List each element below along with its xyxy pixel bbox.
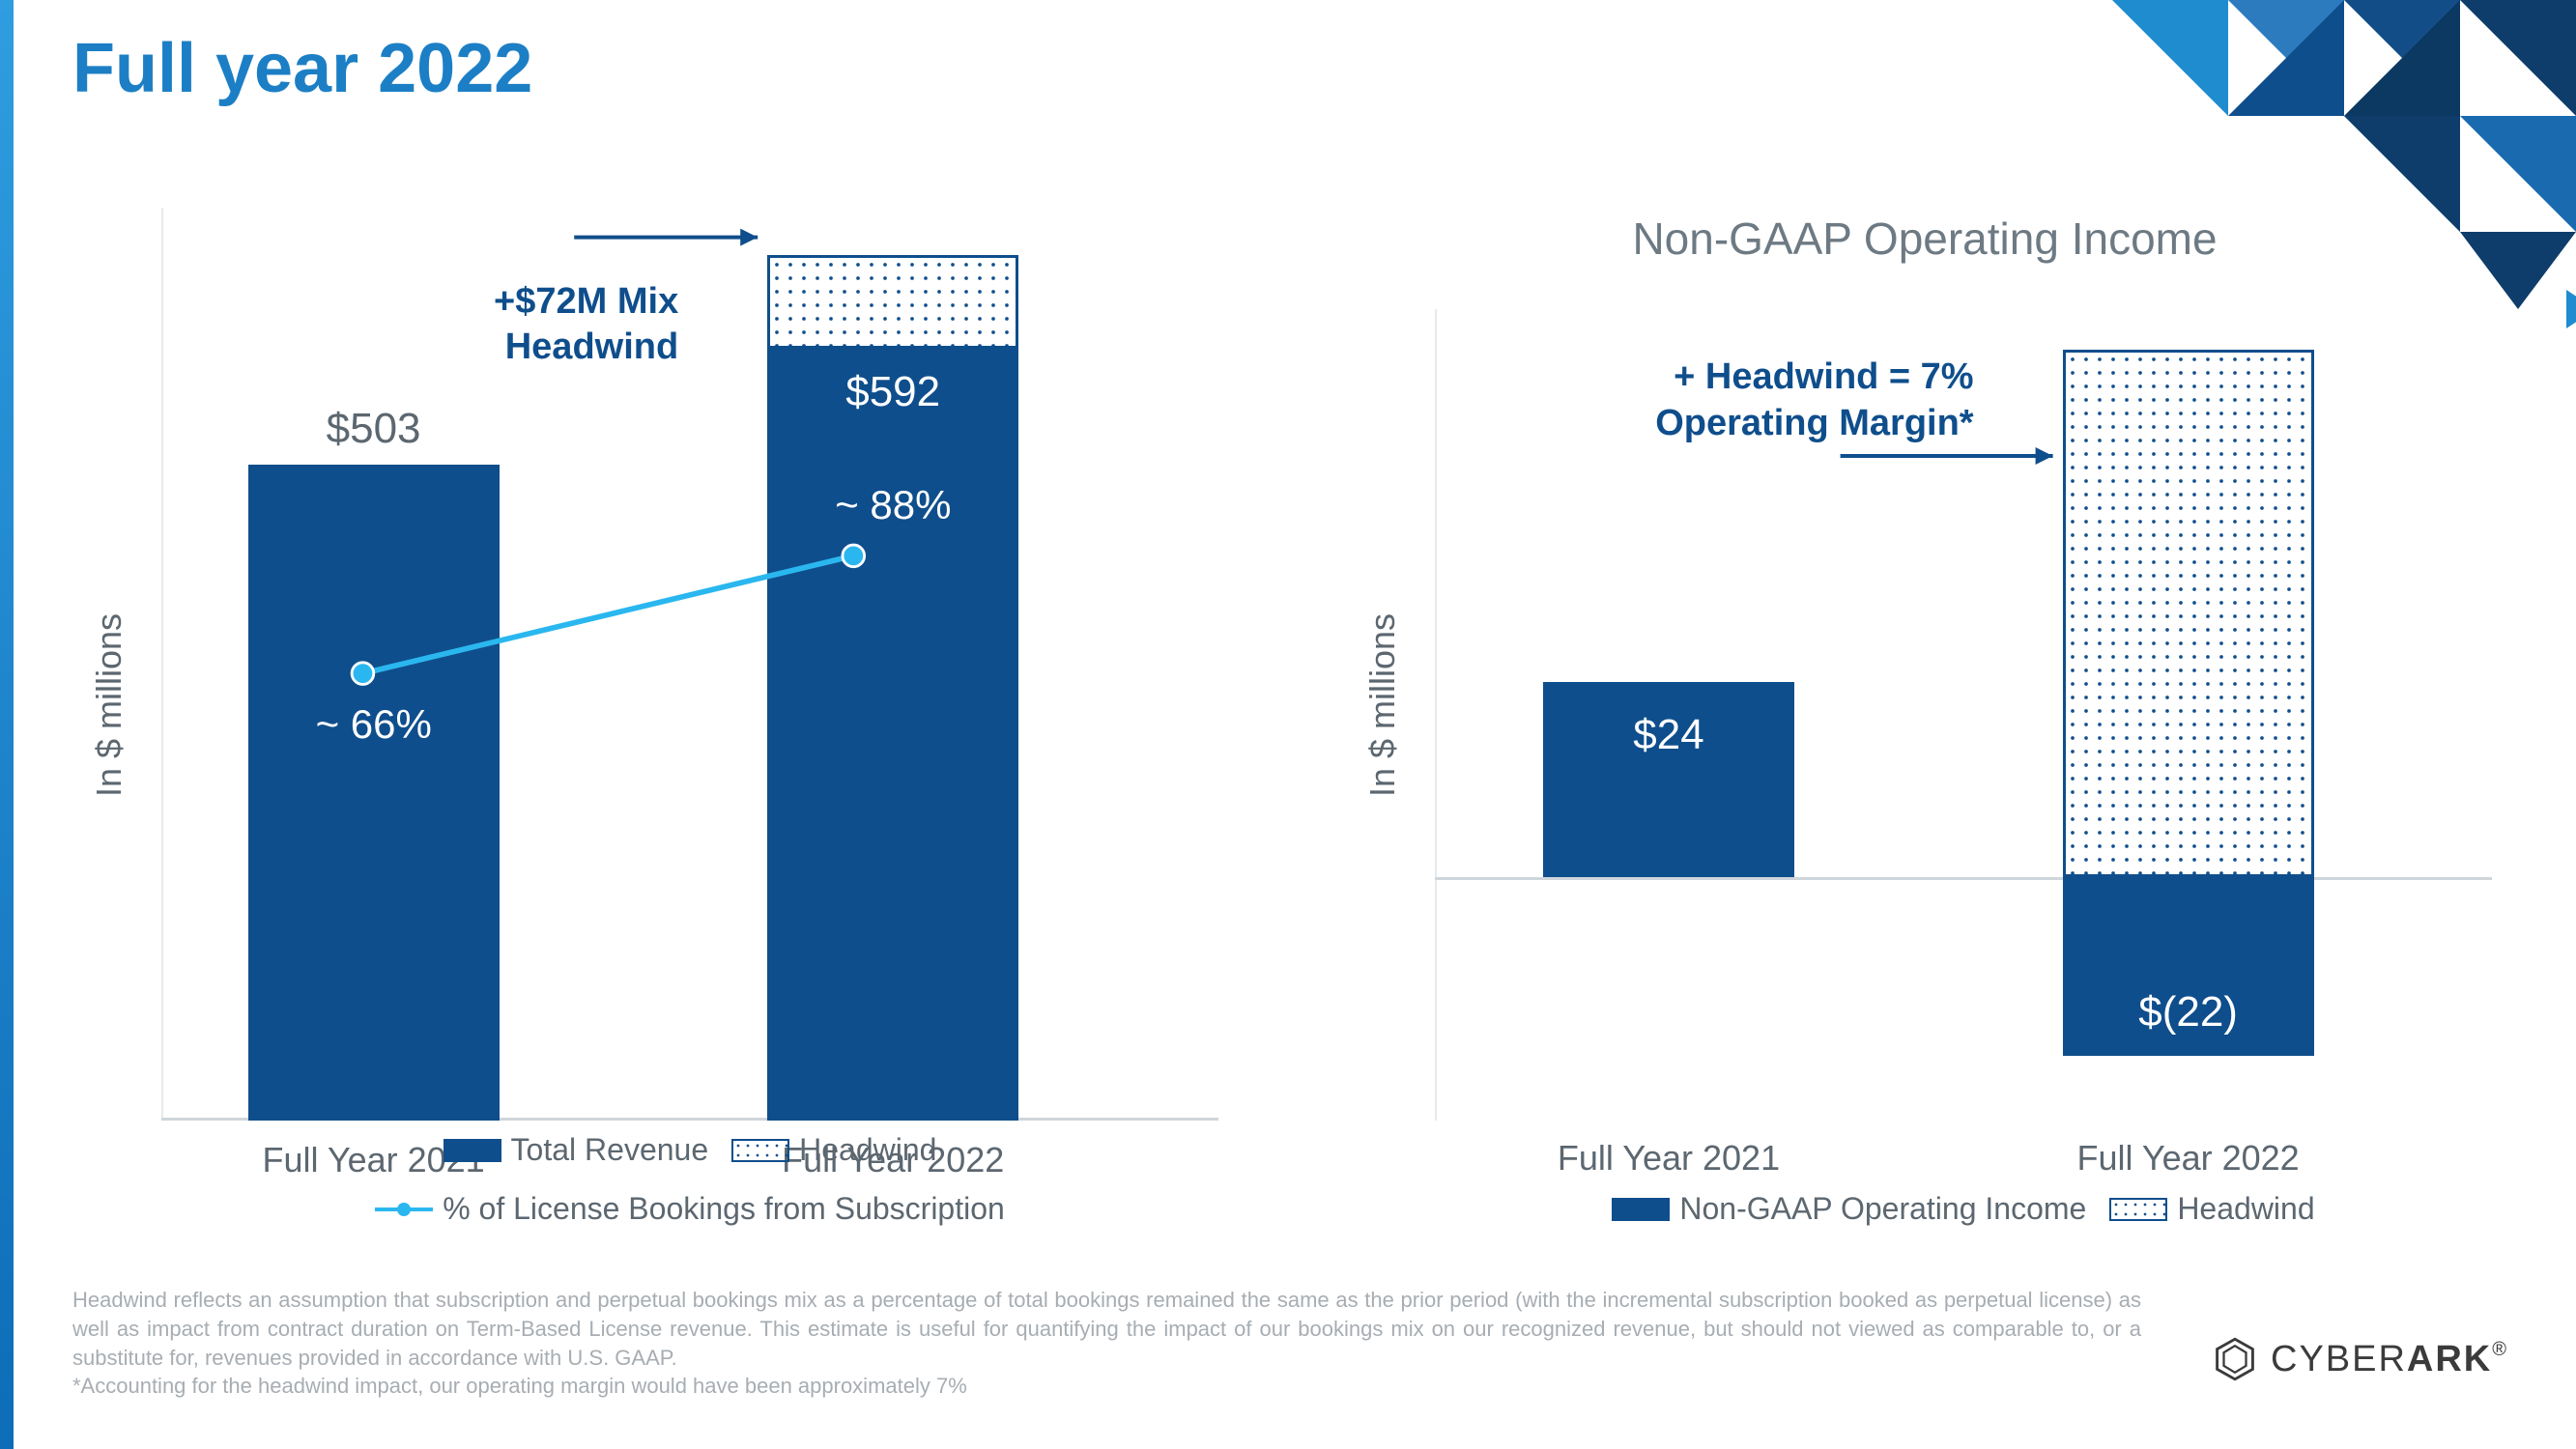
legend-item: % of License Bookings from Subscription xyxy=(375,1191,1005,1227)
bar-group-fy2022: $(22) Full Year 2022 xyxy=(2063,309,2314,1121)
brand-part2: ARK xyxy=(2407,1339,2492,1379)
pct-label-2021: ~ 66% xyxy=(316,701,432,748)
footnote-p2: *Accounting for the headwind impact, our… xyxy=(72,1372,2141,1401)
bar-dotted xyxy=(2063,350,2314,877)
left-accent-bar xyxy=(0,0,14,1449)
brand-text: CYBERARK® xyxy=(2271,1339,2508,1380)
chart-title: Non-GAAP Operating Income xyxy=(1346,213,2504,265)
bar-group-fy2021: $24 Full Year 2021 xyxy=(1543,309,1794,1121)
y-axis-label: In $ millions xyxy=(89,613,129,797)
revenue-chart: In $ millions +$72M Mix Headwind $503 Fu… xyxy=(72,184,1230,1227)
x-tick-label: Full Year 2022 xyxy=(2077,1138,2300,1179)
legend-item: Non-GAAP Operating Income xyxy=(1612,1191,2086,1227)
axis-side-shadow xyxy=(1435,309,1437,1121)
income-legend: Non-GAAP Operating Income Headwind xyxy=(1452,1191,2475,1227)
bar-value-label: $(22) xyxy=(2138,988,2238,1037)
brand-part1: CYBER xyxy=(2271,1339,2407,1379)
operating-income-chart: Non-GAAP Operating Income In $ millions … xyxy=(1346,184,2504,1227)
y-axis-label: In $ millions xyxy=(1362,613,1403,797)
subscription-pct-line xyxy=(179,208,1201,1121)
income-plot-area: + Headwind = 7% Operating Margin* $24 Fu… xyxy=(1452,309,2475,1121)
charts-row: In $ millions +$72M Mix Headwind $503 Fu… xyxy=(72,184,2504,1227)
revenue-legend: Total Revenue Headwind % of License Bookin… xyxy=(179,1132,1201,1227)
legend-item: Total Revenue xyxy=(444,1132,709,1168)
pct-label-2022: ~ 88% xyxy=(835,482,951,528)
brand-icon xyxy=(2213,1337,2257,1381)
legend-item: Headwind xyxy=(731,1132,936,1168)
footnote-p1: Headwind reflects an assumption that sub… xyxy=(72,1286,2141,1372)
bar-value-label: $24 xyxy=(1633,711,1703,759)
page-title: Full year 2022 xyxy=(72,29,532,108)
legend-item: Headwind xyxy=(2109,1191,2314,1227)
axis-side-shadow xyxy=(161,208,163,1121)
brand-logo: CYBERARK® xyxy=(2213,1337,2508,1381)
revenue-plot-area: +$72M Mix Headwind $503 Full Year 2021 $… xyxy=(179,208,1201,1121)
footnote: Headwind reflects an assumption that sub… xyxy=(72,1286,2141,1401)
x-tick-label: Full Year 2021 xyxy=(1558,1138,1780,1179)
